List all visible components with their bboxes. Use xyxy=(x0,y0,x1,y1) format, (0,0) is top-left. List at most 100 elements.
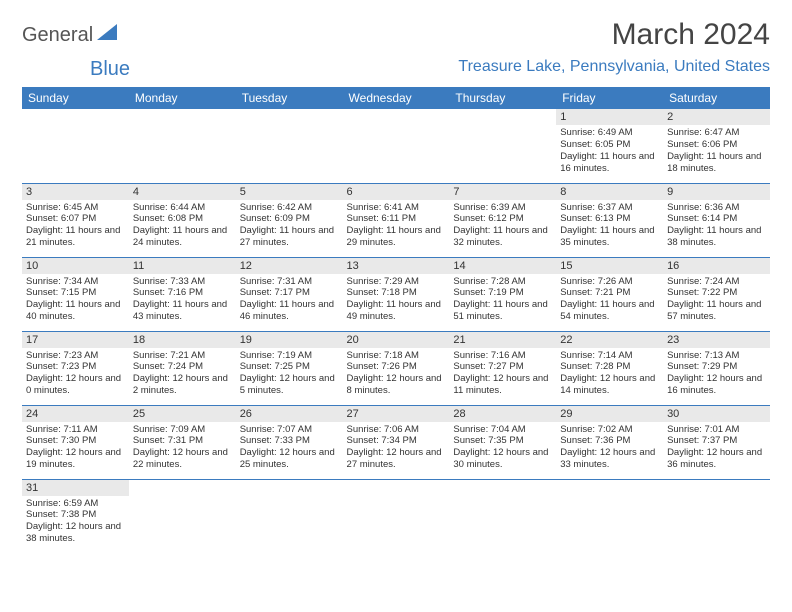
daylight-text: Daylight: 12 hours and 25 minutes. xyxy=(240,447,339,471)
sunset-text: Sunset: 7:31 PM xyxy=(133,435,232,447)
sunset-text: Sunset: 7:26 PM xyxy=(347,361,446,373)
sunset-text: Sunset: 6:07 PM xyxy=(26,213,125,225)
day-number: 22 xyxy=(556,332,663,348)
sunset-text: Sunset: 7:15 PM xyxy=(26,287,125,299)
calendar-cell: 24Sunrise: 7:11 AMSunset: 7:30 PMDayligh… xyxy=(22,405,129,479)
daylight-text: Daylight: 12 hours and 33 minutes. xyxy=(560,447,659,471)
sunrise-text: Sunrise: 7:11 AM xyxy=(26,424,125,436)
sunrise-text: Sunrise: 7:34 AM xyxy=(26,276,125,288)
sunrise-text: Sunrise: 7:18 AM xyxy=(347,350,446,362)
sunset-text: Sunset: 7:38 PM xyxy=(26,509,125,521)
sunrise-text: Sunrise: 7:04 AM xyxy=(453,424,552,436)
day-number: 12 xyxy=(236,258,343,274)
day-details: Sunrise: 6:59 AMSunset: 7:38 PMDaylight:… xyxy=(22,496,129,549)
calendar-cell: 13Sunrise: 7:29 AMSunset: 7:18 PMDayligh… xyxy=(343,257,450,331)
month-title: March 2024 xyxy=(458,18,770,52)
sunrise-text: Sunrise: 7:06 AM xyxy=(347,424,446,436)
sunset-text: Sunset: 7:35 PM xyxy=(453,435,552,447)
day-details: Sunrise: 7:21 AMSunset: 7:24 PMDaylight:… xyxy=(129,348,236,401)
day-number: 14 xyxy=(449,258,556,274)
day-details: Sunrise: 7:19 AMSunset: 7:25 PMDaylight:… xyxy=(236,348,343,401)
sunset-text: Sunset: 7:24 PM xyxy=(133,361,232,373)
day-number: 24 xyxy=(22,406,129,422)
day-details: Sunrise: 6:39 AMSunset: 6:12 PMDaylight:… xyxy=(449,200,556,253)
calendar-cell: 11Sunrise: 7:33 AMSunset: 7:16 PMDayligh… xyxy=(129,257,236,331)
day-details: Sunrise: 6:45 AMSunset: 6:07 PMDaylight:… xyxy=(22,200,129,253)
calendar-cell: 17Sunrise: 7:23 AMSunset: 7:23 PMDayligh… xyxy=(22,331,129,405)
calendar-cell: 19Sunrise: 7:19 AMSunset: 7:25 PMDayligh… xyxy=(236,331,343,405)
calendar-cell: 4Sunrise: 6:44 AMSunset: 6:08 PMDaylight… xyxy=(129,183,236,257)
sunset-text: Sunset: 7:22 PM xyxy=(667,287,766,299)
sunset-text: Sunset: 6:14 PM xyxy=(667,213,766,225)
day-details: Sunrise: 6:42 AMSunset: 6:09 PMDaylight:… xyxy=(236,200,343,253)
calendar-cell: 30Sunrise: 7:01 AMSunset: 7:37 PMDayligh… xyxy=(663,405,770,479)
calendar-body: 1Sunrise: 6:49 AMSunset: 6:05 PMDaylight… xyxy=(22,109,770,553)
sunrise-text: Sunrise: 7:33 AM xyxy=(133,276,232,288)
day-number: 13 xyxy=(343,258,450,274)
sunrise-text: Sunrise: 7:31 AM xyxy=(240,276,339,288)
day-details: Sunrise: 7:02 AMSunset: 7:36 PMDaylight:… xyxy=(556,422,663,475)
calendar-week-row: 3Sunrise: 6:45 AMSunset: 6:07 PMDaylight… xyxy=(22,183,770,257)
calendar-cell: 27Sunrise: 7:06 AMSunset: 7:34 PMDayligh… xyxy=(343,405,450,479)
sunrise-text: Sunrise: 7:23 AM xyxy=(26,350,125,362)
calendar-cell xyxy=(343,109,450,183)
calendar-cell: 3Sunrise: 6:45 AMSunset: 6:07 PMDaylight… xyxy=(22,183,129,257)
calendar-cell: 10Sunrise: 7:34 AMSunset: 7:15 PMDayligh… xyxy=(22,257,129,331)
day-number: 29 xyxy=(556,406,663,422)
day-details: Sunrise: 6:36 AMSunset: 6:14 PMDaylight:… xyxy=(663,200,770,253)
daylight-text: Daylight: 12 hours and 14 minutes. xyxy=(560,373,659,397)
day-details: Sunrise: 7:01 AMSunset: 7:37 PMDaylight:… xyxy=(663,422,770,475)
sunset-text: Sunset: 7:16 PM xyxy=(133,287,232,299)
logo-sail-icon xyxy=(97,24,119,47)
sunrise-text: Sunrise: 6:41 AM xyxy=(347,202,446,214)
sunrise-text: Sunrise: 7:29 AM xyxy=(347,276,446,288)
calendar-cell xyxy=(343,479,450,553)
sunset-text: Sunset: 7:17 PM xyxy=(240,287,339,299)
sunset-text: Sunset: 6:05 PM xyxy=(560,139,659,151)
calendar-cell: 8Sunrise: 6:37 AMSunset: 6:13 PMDaylight… xyxy=(556,183,663,257)
calendar-cell: 20Sunrise: 7:18 AMSunset: 7:26 PMDayligh… xyxy=(343,331,450,405)
daylight-text: Daylight: 11 hours and 35 minutes. xyxy=(560,225,659,249)
day-details: Sunrise: 6:49 AMSunset: 6:05 PMDaylight:… xyxy=(556,125,663,178)
col-tuesday: Tuesday xyxy=(236,87,343,109)
day-details: Sunrise: 7:34 AMSunset: 7:15 PMDaylight:… xyxy=(22,274,129,327)
calendar-cell xyxy=(129,109,236,183)
sunset-text: Sunset: 7:33 PM xyxy=(240,435,339,447)
day-number: 4 xyxy=(129,184,236,200)
logo-text-general: General xyxy=(22,24,93,47)
day-number: 6 xyxy=(343,184,450,200)
calendar-cell: 5Sunrise: 6:42 AMSunset: 6:09 PMDaylight… xyxy=(236,183,343,257)
sunrise-text: Sunrise: 7:26 AM xyxy=(560,276,659,288)
calendar-cell: 25Sunrise: 7:09 AMSunset: 7:31 PMDayligh… xyxy=(129,405,236,479)
day-number: 20 xyxy=(343,332,450,348)
day-number: 25 xyxy=(129,406,236,422)
daylight-text: Daylight: 12 hours and 22 minutes. xyxy=(133,447,232,471)
sunrise-text: Sunrise: 6:37 AM xyxy=(560,202,659,214)
day-details: Sunrise: 7:06 AMSunset: 7:34 PMDaylight:… xyxy=(343,422,450,475)
day-details: Sunrise: 7:11 AMSunset: 7:30 PMDaylight:… xyxy=(22,422,129,475)
day-details: Sunrise: 6:37 AMSunset: 6:13 PMDaylight:… xyxy=(556,200,663,253)
day-details: Sunrise: 7:14 AMSunset: 7:28 PMDaylight:… xyxy=(556,348,663,401)
calendar-cell: 31Sunrise: 6:59 AMSunset: 7:38 PMDayligh… xyxy=(22,479,129,553)
title-block: March 2024 Treasure Lake, Pennsylvania, … xyxy=(458,18,770,80)
daylight-text: Daylight: 12 hours and 38 minutes. xyxy=(26,521,125,545)
day-number: 7 xyxy=(449,184,556,200)
day-number: 27 xyxy=(343,406,450,422)
sunset-text: Sunset: 6:13 PM xyxy=(560,213,659,225)
day-number: 28 xyxy=(449,406,556,422)
daylight-text: Daylight: 12 hours and 0 minutes. xyxy=(26,373,125,397)
day-details: Sunrise: 6:44 AMSunset: 6:08 PMDaylight:… xyxy=(129,200,236,253)
day-number: 8 xyxy=(556,184,663,200)
day-details: Sunrise: 7:07 AMSunset: 7:33 PMDaylight:… xyxy=(236,422,343,475)
day-details: Sunrise: 6:47 AMSunset: 6:06 PMDaylight:… xyxy=(663,125,770,178)
daylight-text: Daylight: 11 hours and 38 minutes. xyxy=(667,225,766,249)
day-number: 19 xyxy=(236,332,343,348)
day-number: 16 xyxy=(663,258,770,274)
calendar-cell: 7Sunrise: 6:39 AMSunset: 6:12 PMDaylight… xyxy=(449,183,556,257)
day-details: Sunrise: 7:33 AMSunset: 7:16 PMDaylight:… xyxy=(129,274,236,327)
day-details: Sunrise: 7:13 AMSunset: 7:29 PMDaylight:… xyxy=(663,348,770,401)
day-number: 30 xyxy=(663,406,770,422)
sunrise-text: Sunrise: 7:02 AM xyxy=(560,424,659,436)
calendar-table: Sunday Monday Tuesday Wednesday Thursday… xyxy=(22,87,770,553)
logo-text-blue: Blue xyxy=(90,58,130,80)
